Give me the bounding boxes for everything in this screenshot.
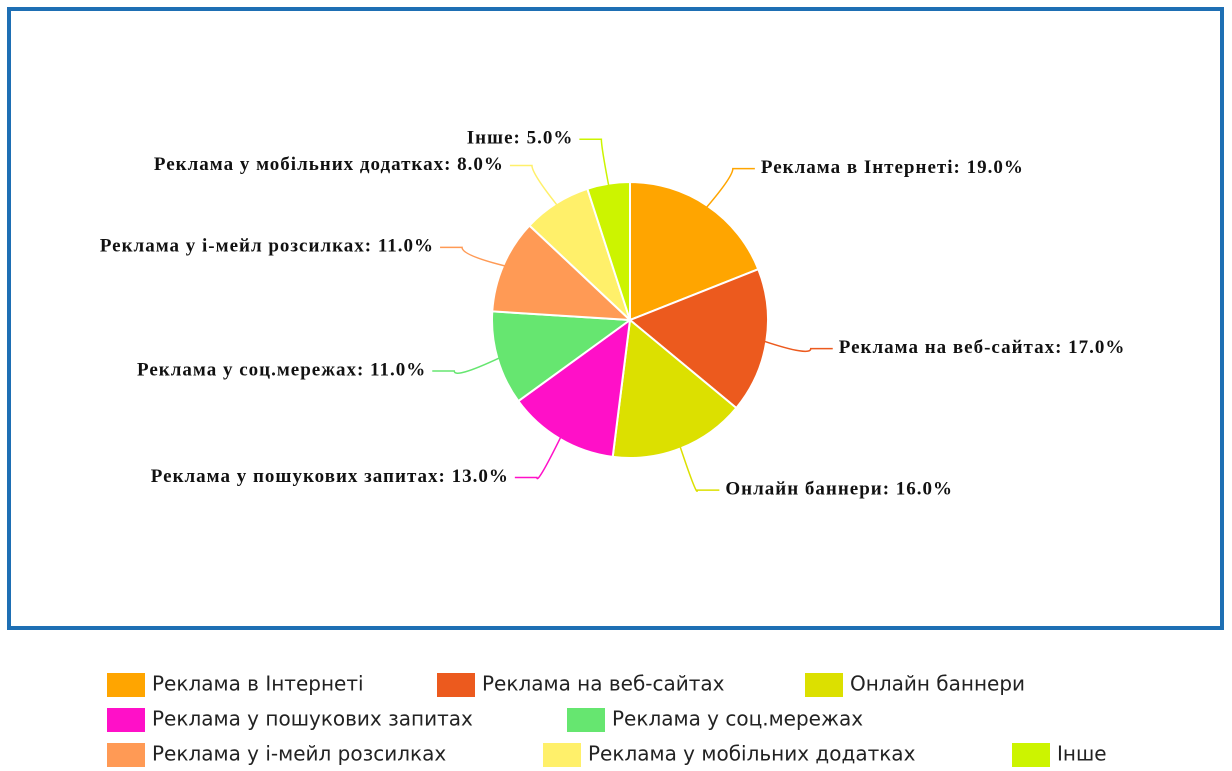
legend-label: Реклама у мобільних додатках	[588, 742, 916, 766]
data-label: Реклама у соц.мережах: 11.0%	[137, 359, 426, 380]
leader-line	[764, 340, 833, 353]
legend-swatch	[1012, 743, 1050, 767]
legend-swatch	[437, 673, 475, 697]
legend-label: Інше	[1057, 742, 1107, 766]
leader-line	[432, 357, 500, 374]
leader-line	[705, 167, 755, 209]
data-label: Інше: 5.0%	[467, 128, 574, 149]
legend-label: Реклама на веб-сайтах	[482, 672, 725, 696]
frame	[7, 7, 1224, 630]
legend-swatch	[805, 673, 843, 697]
legend-swatch	[107, 708, 145, 732]
legend-label: Реклама у і-мейл розсилках	[152, 742, 446, 766]
legend-swatch	[107, 673, 145, 697]
legend-label: Онлайн баннери	[850, 672, 1025, 696]
legend-label: Реклама у соц.мережах	[612, 707, 863, 731]
data-label: Реклама у мобільних додатках: 8.0%	[154, 154, 504, 175]
legend-swatch	[107, 743, 145, 767]
legend-swatch	[543, 743, 581, 767]
data-label: Реклама у і-мейл розсилках: 11.0%	[100, 236, 434, 257]
leader-line	[679, 446, 720, 492]
legend-swatch	[567, 708, 605, 732]
data-label: Реклама в Інтернеті: 19.0%	[761, 157, 1024, 178]
legend-label: Реклама у пошукових запитах	[152, 707, 473, 731]
leader-line	[579, 138, 610, 186]
legend-label: Реклама в Інтернеті	[152, 672, 364, 696]
leader-line	[440, 246, 506, 267]
data-label: Онлайн баннери: 16.0%	[725, 479, 953, 500]
leader-line	[509, 164, 558, 206]
data-label: Реклама у пошукових запитах: 13.0%	[151, 466, 509, 487]
leader-line	[514, 436, 562, 480]
data-label: Реклама на веб-сайтах: 17.0%	[839, 337, 1126, 358]
